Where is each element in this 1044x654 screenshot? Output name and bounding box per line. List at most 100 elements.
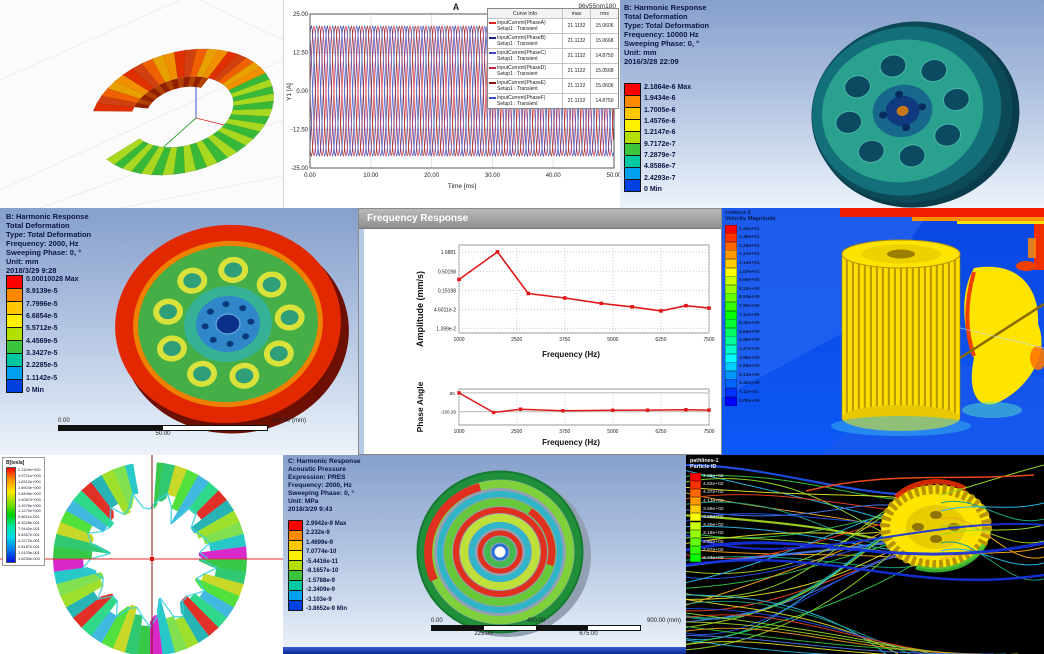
curve-table-row: InputCurrent(PhaseF) Setup1 : Transient 21… [488, 93, 618, 108]
legend-color-swatch [690, 480, 701, 489]
legend-value: 1.28e+01 [739, 243, 760, 249]
coil-end-segment [192, 76, 203, 88]
streamline [686, 614, 947, 654]
curve-rms: 14.8750 [590, 49, 618, 63]
scale-bar: 0.00 100.00 (mm) 50.00 [58, 418, 306, 437]
flux-wedge [195, 490, 228, 520]
legend-color-cell [624, 179, 641, 192]
curve-name: InputCurrent(PhaseE) [497, 80, 546, 86]
curve-max: 21.1132 [562, 94, 590, 108]
x-tick-label: 1000 [453, 429, 464, 435]
curve-name-cell: InputCurrent(PhaseC) Setup1 : Transient [488, 49, 562, 63]
flux-wedge [202, 521, 244, 545]
flux-wedge [208, 533, 247, 552]
legend-row: 2.43e+02 [690, 554, 724, 563]
legend-value: -8.1657e-10 [306, 568, 339, 575]
scale-tick: 225.00 [474, 631, 493, 637]
legend-value: 3.65e+02 [703, 514, 724, 520]
flux-wedge [198, 559, 247, 572]
legend-value: 1.14e+01 [739, 261, 760, 267]
legend-title-line: Particle ID [690, 464, 717, 471]
window-titlebar[interactable]: Frequency Response [359, 209, 721, 229]
coil-end-segment [187, 76, 198, 87]
curve-table-row: InputCurrent(PhaseD) Setup1 : Transient 21… [488, 63, 618, 78]
legend-value: 2.4293e-7 [644, 174, 676, 182]
legend-value: 0 Min [26, 386, 44, 394]
legend-value: 4.86e+02 [703, 474, 724, 479]
legend-value: 1.1142e-5 [26, 374, 58, 382]
flux-wedge [65, 499, 108, 533]
legend-values: 1.42e+01 1.35e+01 1.28e+01 1.21e+01 1.14e+01… [725, 224, 776, 406]
flux-wedge [188, 482, 219, 515]
window-bottom-edge [283, 647, 686, 654]
flux-wedge [101, 604, 131, 649]
flux-wedge [201, 573, 244, 597]
curve-label: InputCurrent(PhaseF) [489, 95, 561, 101]
wheel-holes [153, 256, 305, 389]
frequency-response-charts: 1000 2500 3750 5000 6250 7500 1.6881 0.50198 0.1… [415, 244, 715, 447]
legend-color-swatch [725, 370, 737, 380]
data-marker [518, 407, 523, 411]
legend-row: 4.86e+02 [690, 472, 724, 481]
legend-color-cell [6, 353, 23, 367]
legend-values: 2.1129e+000 1.9721e+000 1.8312e+000 1.6904e… [18, 467, 41, 561]
legend-value: 1.4103e-001 [18, 549, 40, 555]
flux-density-view [0, 0, 283, 208]
coil-end-segment [171, 78, 180, 90]
curve-color-swatch [489, 96, 496, 99]
legend-row: 1.35e+01 [725, 233, 776, 243]
legend-color-swatch [725, 224, 737, 234]
info-line: Total Deformation [6, 221, 70, 230]
flux-wedge [72, 590, 114, 628]
streamline [686, 627, 983, 654]
info-line: Expression: PRES [288, 474, 346, 481]
info-line: Frequency: 2000, Hz [6, 239, 79, 248]
data-marker [495, 250, 500, 254]
flux-wedge [101, 469, 131, 516]
scale-segment [432, 626, 484, 630]
rotor-wheel [115, 224, 349, 434]
coil-end-segment [134, 102, 151, 109]
lamination-segment [105, 138, 145, 165]
legend-color-swatch [725, 353, 737, 363]
legend-value: 2.9942e-9 Max [306, 521, 347, 527]
legend-value: 8.53e+00 [739, 295, 760, 301]
curve-name-cell: InputCurrent(PhaseD) Setup1 : Transient [488, 64, 562, 78]
legend-color-swatch [690, 538, 701, 546]
particle-legend: pathlines-1 Particle ID 4.86e+02 4.62e+02… [690, 458, 724, 563]
legend-value: 4.2272e-001 [18, 538, 40, 544]
legend-color-swatch [690, 521, 701, 530]
legend-value: 1.6904e+000 [18, 484, 41, 490]
legend-row: 7.82e+00 [725, 301, 776, 311]
legend-value: -1.5788e-9 [306, 577, 336, 584]
streamline [940, 500, 1044, 522]
plot-corner-label: 96v55nm180 [578, 3, 616, 10]
legend-color-cell [6, 340, 23, 354]
wheel-hub [872, 84, 933, 138]
streamline-bundle [686, 522, 1044, 550]
legend-value: 2.13e+00 [739, 372, 760, 378]
curve-label: InputCurrent(PhaseC) [489, 50, 561, 56]
scale-segment [484, 626, 536, 630]
curve-setup: Setup1 : Transient [497, 26, 538, 32]
legend-value: 2.232e-9 [306, 530, 330, 537]
result-info: B: Harmonic Response Total Deformation Typ… [6, 212, 91, 275]
legend-value: 8.4526e-001 [18, 520, 40, 526]
legend-color-swatch [725, 379, 737, 389]
legend-row: 6.40e+00 [725, 319, 776, 329]
x-tick-label: 40.00 [546, 173, 562, 179]
data-marker [645, 408, 650, 412]
legend-value: -5.4416e-11 [306, 558, 339, 565]
scale-left: 0.00 [58, 418, 70, 424]
scale-labels-top: 0.00 100.00 (mm) [58, 418, 306, 425]
curve-name: InputCurrent(PhaseA) [497, 20, 546, 26]
legend-row: 1.42e+00 [725, 379, 776, 389]
legend-color-swatch [725, 387, 737, 397]
legend-value: 2.92e+02 [703, 539, 724, 545]
legend-color-swatch [725, 250, 737, 260]
y-tick-label: -12.50 [291, 128, 309, 134]
curve-name-cell: InputCurrent(PhaseE) Setup1 : Transient [488, 79, 562, 93]
scale-labels-bottom: 225.00 675.00 [431, 631, 641, 639]
y-tick-label: 1.399e-2 [436, 326, 456, 332]
header-cell: max [562, 9, 590, 18]
